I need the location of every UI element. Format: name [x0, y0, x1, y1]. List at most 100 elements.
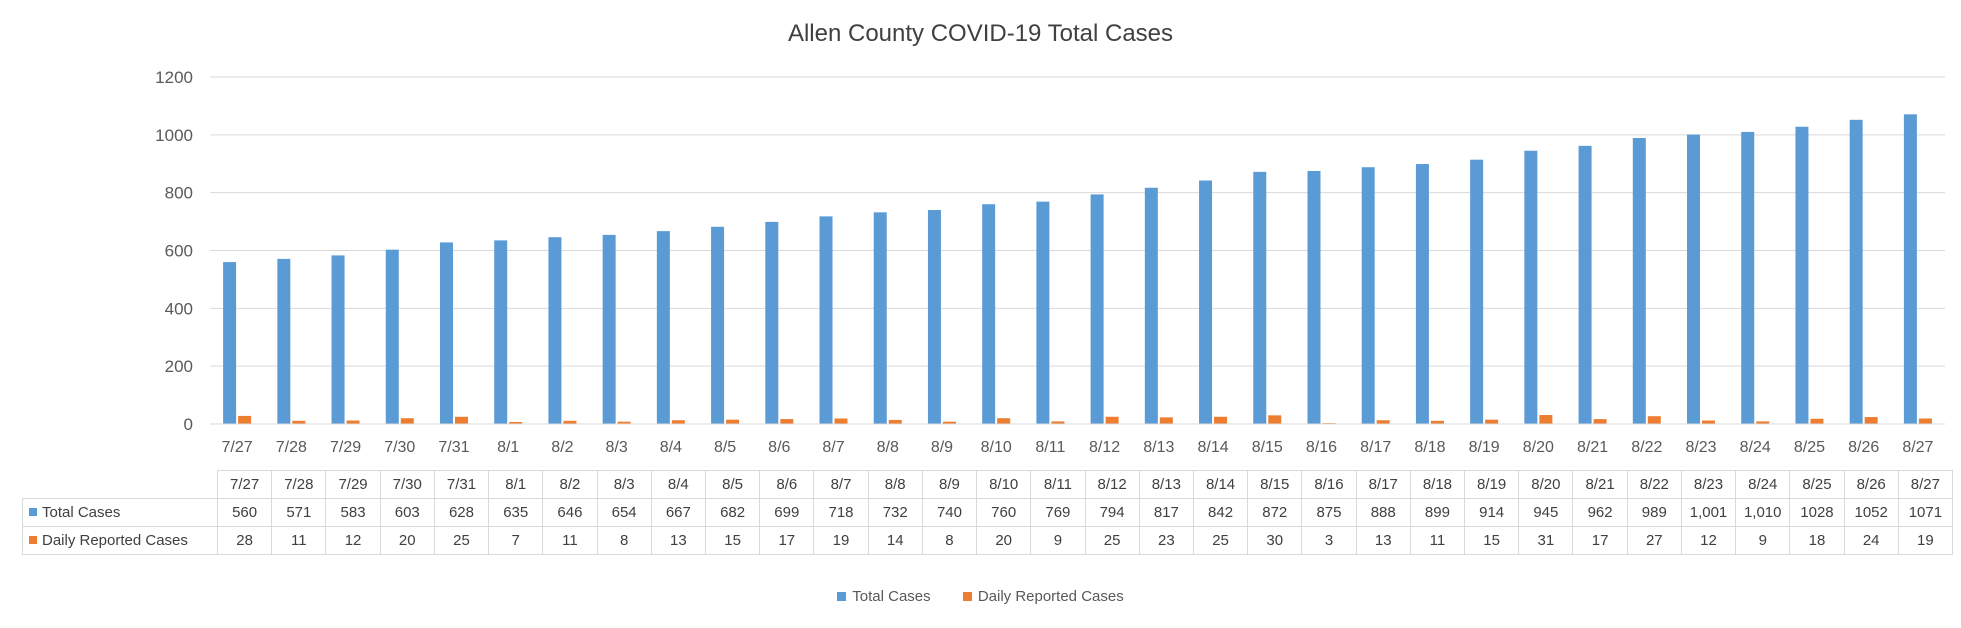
table-cell: 571 — [271, 498, 327, 527]
table-cell: 718 — [813, 498, 869, 527]
table-series-key — [29, 536, 37, 544]
x-tick-label: 8/9 — [931, 439, 953, 456]
bar-total-cases — [385, 249, 399, 424]
x-tick-label: 8/6 — [768, 439, 790, 456]
legend-item-total-cases: Total Cases — [837, 588, 931, 605]
table-header-cell: 8/9 — [921, 470, 978, 499]
x-tick-label: 7/27 — [222, 439, 253, 456]
bar-daily-cases — [617, 421, 631, 424]
bar-total-cases — [1741, 131, 1755, 425]
bar-daily-cases — [400, 418, 414, 424]
x-tick-label: 8/20 — [1523, 439, 1554, 456]
table-cell: 12 — [325, 526, 381, 555]
table-cell: 875 — [1301, 498, 1357, 527]
x-tick-label: 8/15 — [1252, 439, 1283, 456]
table-cell: 817 — [1138, 498, 1194, 527]
bar-total-cases — [1036, 201, 1050, 424]
bar-daily-cases — [1647, 416, 1661, 424]
bar-daily-cases — [292, 420, 306, 424]
bar-daily-cases — [834, 418, 848, 424]
bar-daily-cases — [1864, 417, 1878, 424]
table-cell: 794 — [1084, 498, 1140, 527]
bar-total-cases — [927, 210, 941, 424]
table-cell: 19 — [813, 526, 869, 555]
bar-total-cases — [1144, 187, 1158, 424]
bar-total-cases — [494, 240, 508, 424]
bar-daily-cases — [563, 420, 577, 424]
x-tick-label: 8/11 — [1035, 439, 1065, 456]
bar-total-cases — [765, 221, 779, 424]
table-header-cell: 8/22 — [1626, 470, 1682, 499]
bar-daily-cases — [888, 419, 902, 424]
table-header-cell: 8/2 — [542, 470, 598, 499]
table-cell: 27 — [1626, 526, 1682, 555]
bar-daily-cases — [1810, 418, 1824, 424]
x-tick-label: 8/27 — [1902, 439, 1933, 456]
x-tick-label: 8/25 — [1794, 439, 1825, 456]
table-cell: 914 — [1464, 498, 1520, 527]
x-tick-label: 8/10 — [981, 439, 1012, 456]
x-tick-label: 8/16 — [1306, 439, 1337, 456]
table-series-key — [29, 508, 37, 516]
x-tick-label: 8/18 — [1414, 439, 1445, 456]
bar-total-cases — [1687, 134, 1701, 424]
bar-total-cases — [548, 237, 562, 424]
bar-total-cases — [602, 234, 616, 424]
legend-label-daily-cases: Daily Reported Cases — [977, 588, 1124, 605]
bar-total-cases — [1253, 171, 1267, 424]
bar-daily-cases — [1539, 415, 1553, 424]
y-tick-label: 200 — [165, 357, 193, 376]
table-cell: 11 — [271, 526, 327, 555]
table-cell: 15 — [704, 526, 761, 555]
bar-daily-cases — [509, 421, 523, 424]
bar-total-cases — [277, 258, 291, 424]
x-tick-label: 8/12 — [1089, 439, 1120, 456]
gridlines — [210, 76, 1945, 367]
bar-total-cases — [1307, 170, 1321, 424]
bar-total-cases — [1578, 145, 1592, 425]
table-header-cell: 7/31 — [433, 470, 490, 499]
y-tick-label: 0 — [184, 415, 193, 434]
table-cell: 1071 — [1897, 498, 1954, 527]
table-cell: 899 — [1409, 498, 1466, 527]
y-tick-label: 1000 — [155, 126, 193, 145]
bar-total-cases — [1199, 180, 1213, 424]
table-header-cell: 8/16 — [1301, 470, 1357, 499]
legend-label-total-cases: Total Cases — [852, 588, 931, 605]
table-cell: 842 — [1192, 498, 1249, 527]
table-header-row: 7/27 7/28 7/29 7/30 7/31 8/1 8/2 8/3 8/4 8/5 8/6 8/… — [23, 470, 1954, 499]
table-cell: 19 — [1897, 526, 1954, 555]
table-row-total-cases: Total Cases 560 571 583 603 628 635 646 654 667 68… — [22, 498, 1954, 527]
table-cell: 740 — [921, 498, 978, 527]
table-cell: 11 — [1409, 526, 1466, 555]
legend-item-daily-cases: Daily Reported Cases — [962, 588, 1124, 605]
table-cell: 1052 — [1843, 498, 1899, 527]
table-cell: 28 — [216, 526, 273, 555]
table-header-cell: 8/17 — [1355, 470, 1411, 499]
table-header-cell: 8/6 — [759, 470, 815, 499]
table-cell: 31 — [1518, 526, 1574, 555]
bar-total-cases — [1524, 150, 1538, 425]
y-axis-ticks: 0 200 400 600 800 1000 1200 — [155, 68, 193, 434]
table-cell: 8 — [596, 526, 652, 555]
table-cell: 20 — [379, 526, 435, 555]
x-tick-label: 8/1 — [497, 439, 519, 456]
table-cell: 560 — [216, 498, 273, 527]
table-cell: 654 — [596, 498, 652, 527]
table-header-cell: 8/12 — [1084, 470, 1140, 499]
bar-total-cases — [1632, 138, 1646, 424]
table-cell: 9 — [1030, 526, 1086, 555]
bar-total-cases — [1415, 164, 1429, 424]
table-cell: 14 — [867, 526, 923, 555]
table-cell: 1,001 — [1680, 498, 1737, 527]
table-cell: 682 — [704, 498, 761, 527]
data-table: 7/27 7/28 7/29 7/30 7/31 8/1 8/2 8/3 8/4 8/5 8/6 8/… — [22, 470, 1954, 555]
chart-title: Allen County COVID-19 Total Cases — [787, 20, 1174, 47]
table-cell: 17 — [759, 526, 815, 555]
table-cell: 603 — [379, 498, 435, 527]
y-tick-label: 400 — [165, 299, 193, 318]
table-cell: 13 — [1355, 526, 1411, 555]
table-header-cell: 8/15 — [1247, 470, 1303, 499]
bar-daily-cases — [997, 418, 1011, 424]
table-cell: 635 — [488, 498, 544, 527]
